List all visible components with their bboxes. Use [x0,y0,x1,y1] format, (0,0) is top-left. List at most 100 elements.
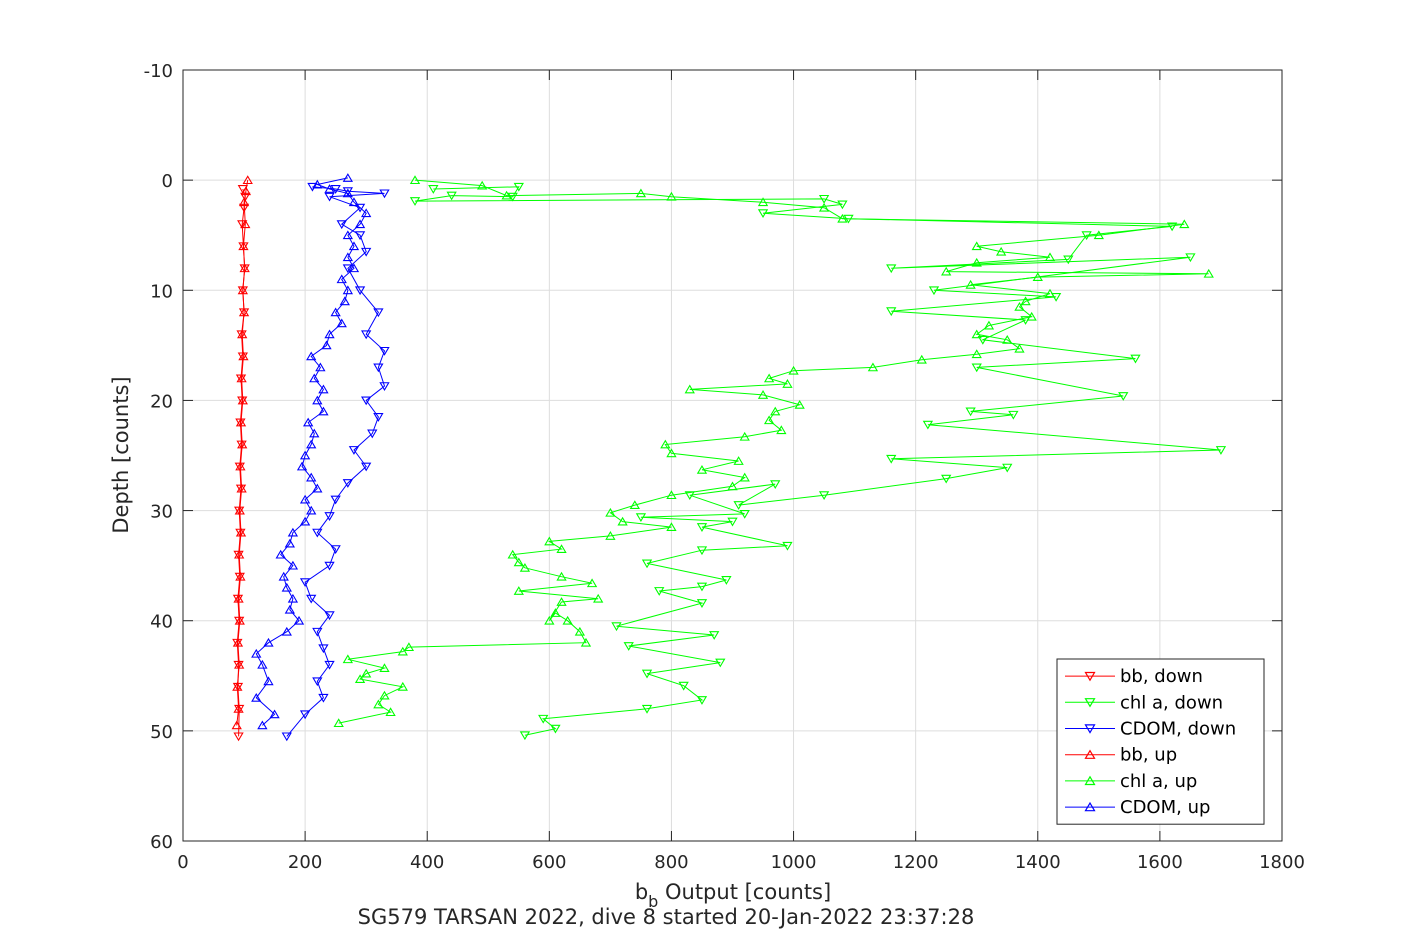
data-point [1008,410,1019,420]
data-point [1118,392,1129,401]
data-point [611,622,622,632]
data-point [257,659,268,669]
data-point [312,677,323,687]
legend-item: bb, down [1065,666,1203,687]
data-point [342,479,354,488]
series-2 [281,182,390,742]
data-point [284,604,296,614]
data-point [715,658,726,668]
data-point [318,644,329,654]
data-point [794,399,805,409]
data-point [379,690,390,700]
data-point [556,597,567,606]
legend-item: chl a, up [1065,771,1197,792]
data-point [312,483,323,493]
data-point [330,307,341,317]
data-point [348,446,360,455]
data-point [339,296,350,306]
data-point [641,704,653,714]
legend-marker [1084,801,1096,812]
data-point [562,615,573,625]
data-point [251,648,262,658]
data-point [238,351,249,361]
data-point [782,379,793,388]
data-point [240,219,251,229]
y-tick-label: 10 [150,281,173,302]
data-point [727,481,738,491]
series-3 [231,175,253,730]
series-line [414,186,1221,736]
data-point [361,247,372,257]
data-point [385,707,396,717]
data-point [324,184,335,193]
data-point [251,692,262,702]
data-point [409,175,421,185]
data-point [501,190,512,200]
x-tick-label: 0 [177,852,188,873]
caption: SG579 TARSAN 2022, dive 8 started 20-Jan… [358,905,975,929]
data-point [233,732,244,742]
data-point [1081,231,1092,241]
data-point [333,718,344,728]
data-point [284,538,296,548]
data-point [739,472,750,482]
x-tick-label: 600 [532,852,566,873]
data-point [1002,463,1013,473]
legend-marker [1084,724,1096,734]
data-point [342,188,354,198]
data-point [237,329,248,339]
data-point [330,545,341,554]
data-point [788,365,799,375]
data-point [763,373,775,383]
data-point [513,182,524,192]
data-point [324,660,335,670]
data-point [696,523,708,532]
data-point [235,571,246,581]
data-point [318,406,329,416]
legend-label: chl a, up [1120,771,1197,792]
data-point [324,561,335,571]
data-point [409,197,421,206]
legend-item: bb, up [1065,745,1177,766]
data-point [238,241,249,251]
data-point [757,209,769,219]
x-tick-label: 1200 [893,852,939,873]
data-point [287,593,299,603]
data-point [306,472,317,482]
data-point [237,395,248,405]
x-axis-label-rest: Output [counts] [658,880,831,904]
data-point [1026,311,1037,321]
x-tick-label: 1800 [1259,852,1305,873]
data-point [538,714,549,724]
data-point [519,562,531,572]
data-point [544,536,555,546]
data-point [235,461,246,471]
data-point [324,512,335,521]
legend-item: CDOM, down [1065,719,1236,740]
data-point [867,362,879,372]
data-point [641,559,653,569]
data-point [739,431,750,441]
data-point [299,710,311,720]
x-axis-label: bb Output [counts] [635,880,831,911]
data-point [1044,288,1056,298]
data-point [306,351,317,361]
data-point [971,363,982,373]
data-point [336,318,347,328]
data-point [318,693,329,703]
data-point [312,395,323,405]
legend-label: bb, down [1120,666,1203,687]
plot-frame [182,69,1283,842]
data-point [321,340,332,350]
data-point [544,615,555,625]
x-tick-label: 1000 [771,852,817,873]
data-point [330,495,341,505]
data-point [971,241,982,251]
data-point [379,189,390,199]
series-line [286,186,386,737]
data-point [1014,301,1025,311]
series-line [255,177,367,726]
data-point [837,213,848,223]
data-point [965,407,976,417]
data-point [236,373,247,383]
